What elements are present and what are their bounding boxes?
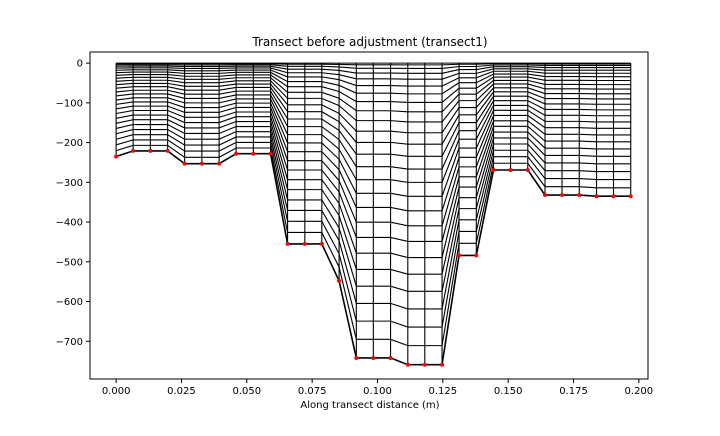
y-tick-label: −200 bbox=[56, 138, 83, 149]
bottom-point bbox=[268, 151, 273, 156]
bottom-point bbox=[251, 151, 256, 156]
x-tick-label: 0.075 bbox=[298, 386, 327, 397]
bottom-point bbox=[560, 193, 565, 198]
bottom-point bbox=[165, 148, 170, 153]
y-tick-label: −300 bbox=[56, 178, 83, 189]
bottom-point bbox=[234, 151, 239, 156]
bottom-point bbox=[131, 148, 136, 153]
bottom-point bbox=[319, 241, 324, 246]
x-tick-label: 0.025 bbox=[167, 386, 196, 397]
bottom-point bbox=[302, 241, 307, 246]
bottom-point bbox=[217, 161, 222, 166]
bottom-point bbox=[114, 154, 119, 159]
bottom-point bbox=[628, 194, 633, 199]
axes-frame bbox=[89, 51, 649, 380]
y-tick-label: 0 bbox=[77, 59, 83, 70]
y-tick-label: −600 bbox=[56, 297, 83, 308]
bottom-point bbox=[611, 194, 616, 199]
bottom-points bbox=[114, 148, 633, 367]
x-tick-label: 0.100 bbox=[363, 386, 392, 397]
y-tick-label: −400 bbox=[56, 218, 83, 229]
bottom-point bbox=[405, 362, 410, 367]
bottom-point bbox=[199, 161, 204, 166]
bottom-point bbox=[543, 193, 548, 198]
bottom-point bbox=[182, 161, 187, 166]
y-axis-ticks: 0 −100 −200 −300 −400 −500 −600 −700 bbox=[56, 59, 90, 348]
chart-title: Transect before adjustment (transect1) bbox=[251, 35, 487, 49]
y-tick-label: −700 bbox=[56, 337, 83, 348]
x-tick-label: 0.125 bbox=[429, 386, 458, 397]
x-tick-label: 0.150 bbox=[494, 386, 523, 397]
bottom-point bbox=[354, 355, 359, 360]
bottom-point bbox=[422, 362, 427, 367]
x-axis-ticks: 0.000 0.025 0.050 0.075 0.100 0.125 0.150 0.175… bbox=[102, 379, 653, 397]
y-tick-label: −100 bbox=[56, 98, 83, 109]
bottom-point bbox=[525, 168, 530, 173]
bottom-point bbox=[285, 241, 290, 246]
mesh-grid bbox=[115, 62, 632, 366]
bottom-point bbox=[508, 168, 513, 173]
y-tick-label: −500 bbox=[56, 257, 83, 268]
bottom-point bbox=[440, 362, 445, 367]
bottom-point bbox=[337, 278, 342, 283]
x-axis-label: Along transect distance (m) bbox=[300, 400, 439, 411]
bottom-point bbox=[148, 148, 153, 153]
bottom-point bbox=[474, 253, 479, 258]
bottom-point bbox=[371, 355, 376, 360]
bottom-point bbox=[577, 193, 582, 198]
bottom-point bbox=[491, 168, 496, 173]
x-tick-label: 0.000 bbox=[102, 386, 131, 397]
x-tick-label: 0.200 bbox=[625, 386, 654, 397]
x-tick-label: 0.175 bbox=[559, 386, 588, 397]
bottom-point bbox=[388, 355, 393, 360]
x-tick-label: 0.050 bbox=[232, 386, 261, 397]
bottom-point bbox=[594, 194, 599, 199]
bottom-point bbox=[457, 253, 462, 258]
